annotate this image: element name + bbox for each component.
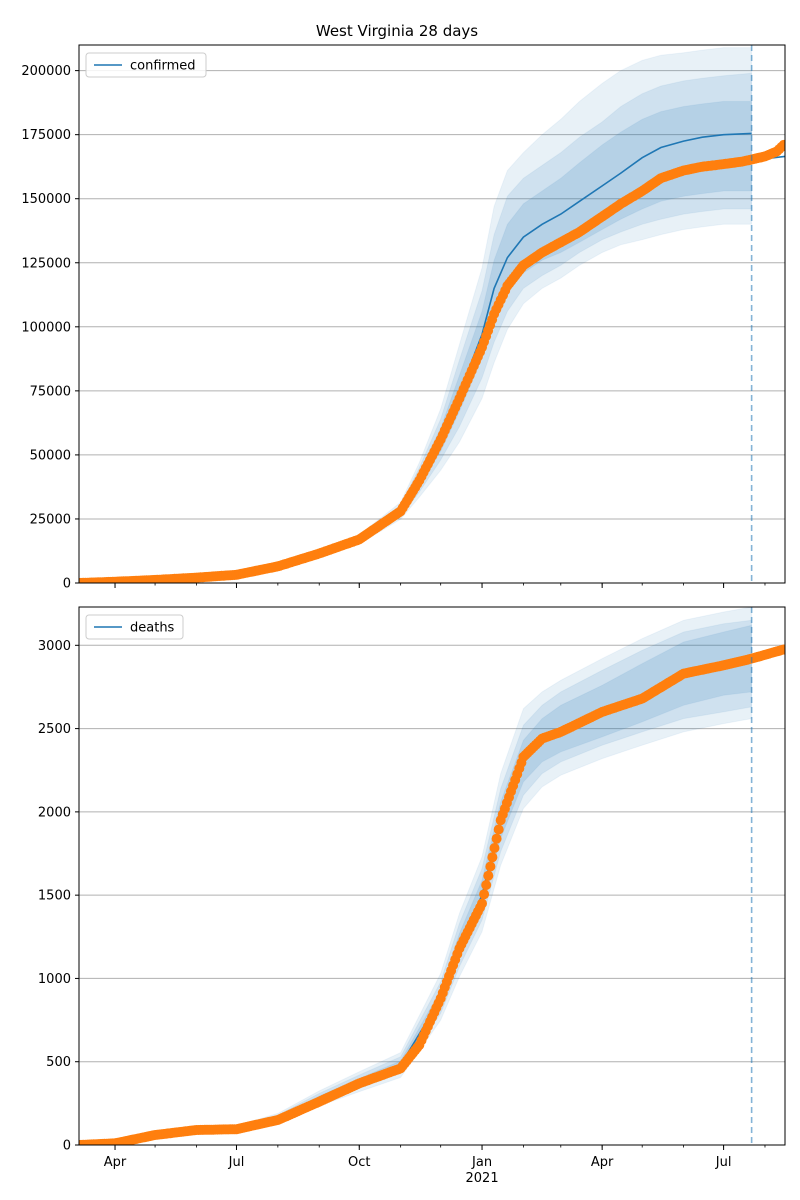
deaths-ytick-label-0: 0 [63, 1139, 71, 1154]
confirmed-observed [79, 139, 785, 583]
confirmed-ytick-label-1: 25000 [30, 512, 71, 527]
confirmed-y-axis: 0 25000 50000 75000 100000 125000 150000 175000… [21, 64, 79, 592]
deaths-observed-point [487, 852, 498, 863]
deaths-ytick-label-4: 2000 [38, 805, 71, 820]
confirmed-panel: 0 25000 50000 75000 100000 125000 150000 175000… [21, 44, 786, 592]
xtick-year-label: 2021 [466, 1171, 499, 1186]
confirmed-ytick-label-8: 200000 [21, 64, 71, 79]
deaths-frame [78, 606, 786, 1146]
xtick-label-4: Apr [591, 1155, 614, 1170]
confirmed-legend-label: confirmed [130, 59, 196, 74]
confirmed-frame [78, 44, 786, 584]
confirmed-ytick-label-6: 150000 [21, 192, 71, 207]
deaths-grid [79, 644, 785, 1063]
confirmed-legend-box [85, 52, 207, 78]
confirmed-axes-frame [78, 44, 786, 584]
deaths-observed-point [491, 833, 502, 844]
deaths-ytick-label-3: 1500 [38, 889, 71, 904]
confirmed-band-80 [79, 72, 753, 583]
deaths-legend: deaths [85, 614, 184, 640]
deaths-observed-point [481, 880, 492, 890]
deaths-legend-box [85, 614, 184, 640]
deaths-observed-point [489, 843, 500, 853]
deaths-observed-point [485, 861, 496, 872]
xtick-label-5: Jul [715, 1155, 732, 1170]
deaths-observed-point [778, 644, 785, 655]
chart-title: West Virginia 28 days [316, 22, 478, 40]
confirmed-ytick-label-4: 100000 [21, 320, 71, 335]
confirmed-ytick-label-2: 50000 [30, 448, 71, 463]
xtick-label-1: Jul [228, 1155, 245, 1170]
deaths-x-axis: Apr Jul Oct Jan Apr Jul 2021 [104, 1145, 766, 1186]
confirmed-x-axis [114, 583, 766, 588]
confirmed-ytick-label-0: 0 [63, 577, 71, 592]
xtick-label-3: Jan [471, 1155, 492, 1170]
xtick-label-0: Apr [104, 1155, 127, 1170]
deaths-axes-frame [78, 606, 786, 1146]
confirmed-observed-point [778, 139, 785, 150]
xtick-label-2: Oct [348, 1155, 370, 1170]
deaths-ytick-label-5: 2500 [38, 722, 71, 737]
deaths-observed-point [493, 824, 504, 835]
deaths-observed-point [477, 898, 487, 909]
deaths-observed-point [483, 870, 494, 881]
confirmed-ytick-label-3: 75000 [30, 384, 71, 399]
deaths-legend-label: deaths [130, 621, 175, 636]
deaths-observed [79, 644, 785, 1145]
confirmed-ytick-label-5: 125000 [21, 256, 71, 271]
confirmed-legend: confirmed [85, 52, 207, 78]
confirmed-ytick-label-7: 175000 [21, 128, 71, 143]
deaths-ytick-label-1: 500 [46, 1055, 71, 1070]
deaths-y-axis: 0 500 1000 1500 2000 2500 3000 [38, 639, 79, 1154]
deaths-ytick-label-6: 3000 [38, 639, 71, 654]
deaths-ytick-label-2: 1000 [38, 972, 71, 987]
deaths-observed-point [479, 889, 490, 900]
